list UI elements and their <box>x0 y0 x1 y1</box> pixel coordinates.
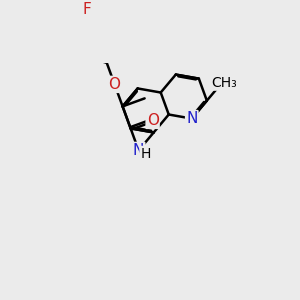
Text: N: N <box>186 111 197 126</box>
Text: H: H <box>140 147 151 161</box>
Text: N: N <box>133 143 144 158</box>
Text: CH₃: CH₃ <box>212 76 237 90</box>
Text: O: O <box>147 113 159 128</box>
Text: O: O <box>109 77 121 92</box>
Text: F: F <box>83 2 92 17</box>
